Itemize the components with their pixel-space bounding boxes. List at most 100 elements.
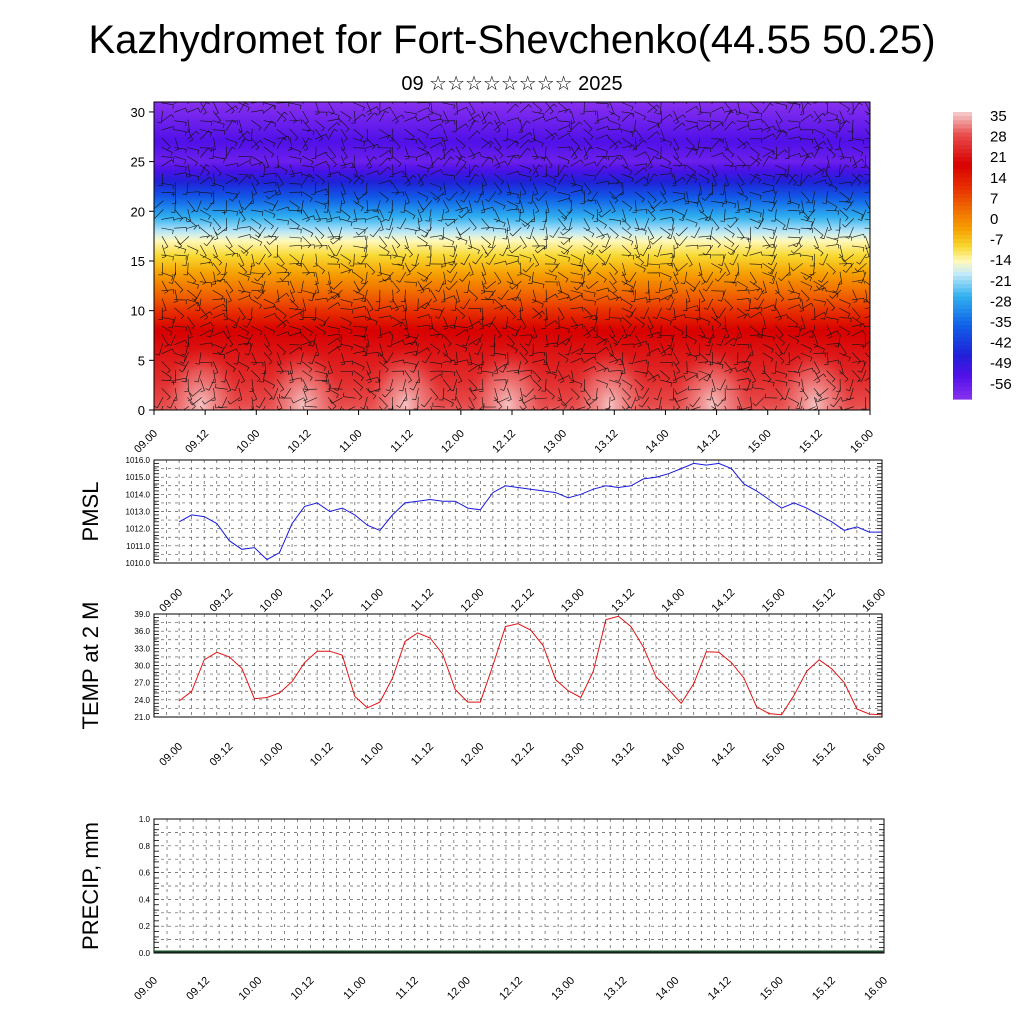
wind-barb (570, 281, 583, 288)
wind-barb (557, 296, 571, 301)
wind-barb (660, 113, 673, 122)
wind-barb (366, 102, 372, 115)
wind-barb (711, 236, 721, 248)
wind-barb (749, 271, 757, 285)
wind-barb (276, 281, 289, 286)
wind-barb (570, 182, 583, 191)
wind-barb (212, 120, 225, 129)
wind-barb (864, 377, 870, 382)
colorbar-swatch (953, 308, 972, 314)
wind-barb (698, 173, 710, 184)
wind-barb (429, 235, 443, 240)
wind-barb (497, 289, 509, 301)
wind-barb (698, 164, 710, 175)
wind-barb (254, 271, 266, 282)
wind-barb (174, 165, 187, 172)
wind-barb (238, 361, 250, 372)
wind-barb (289, 244, 302, 250)
wind-barb (506, 182, 512, 196)
wind-barb (263, 313, 277, 319)
wind-barb (493, 260, 507, 266)
wind-barb (276, 307, 287, 319)
wind-barb (238, 226, 251, 231)
wind-barb (749, 325, 760, 337)
wind-barb (276, 182, 281, 196)
wind-barb (583, 299, 596, 306)
wind-barb (762, 155, 773, 167)
wind-barb (724, 102, 733, 115)
wind-barb (519, 104, 532, 113)
wind-barb (826, 118, 840, 124)
wind-barb (685, 374, 699, 381)
wind-barb (417, 115, 431, 122)
wind-barb (598, 209, 612, 218)
wind-barb (288, 361, 293, 375)
wind-barb (723, 109, 737, 114)
wind-barb (289, 119, 302, 124)
wind-barb (543, 352, 548, 365)
wind-barb (365, 215, 380, 220)
wind-barb (519, 200, 525, 214)
wind-barb (808, 191, 816, 204)
precip-x-tick-label: 15.00 (758, 975, 786, 1003)
wind-barb (443, 128, 448, 142)
wind-barb (660, 263, 673, 268)
wind-barb (736, 120, 750, 127)
pmsl-x-tick-label: 14.00 (659, 587, 687, 615)
wind-barb (225, 379, 232, 393)
wind-barb (506, 296, 520, 301)
wind-barb (742, 361, 752, 373)
wind-barb (187, 155, 198, 167)
wind-barb (238, 102, 250, 112)
wind-barb (639, 388, 650, 399)
wind-barb (787, 227, 801, 234)
wind-barb (238, 102, 249, 114)
wind-barb (799, 379, 805, 392)
wind-barb (404, 361, 417, 369)
wind-barb (667, 334, 675, 347)
wind-barb (174, 209, 184, 222)
wind-barb (378, 406, 383, 410)
wind-barb (762, 236, 771, 249)
wind-barb (184, 334, 190, 347)
wind-barb (736, 289, 750, 294)
colorbar-swatch (953, 194, 972, 199)
wind-barb (455, 155, 466, 167)
wind-barb (723, 245, 736, 256)
colorbar-swatch (953, 276, 972, 281)
wind-barb (189, 397, 202, 406)
wind-barb (851, 344, 865, 350)
pmsl-x-tick-label: 10.00 (258, 587, 286, 615)
wind-barb (187, 302, 200, 310)
wind-barb (557, 338, 571, 346)
wind-barb (155, 343, 164, 356)
wind-barb (685, 352, 698, 362)
wind-barb (289, 128, 299, 141)
wind-barb (302, 173, 313, 185)
colorbar-swatch (953, 271, 972, 277)
wind-barb (723, 281, 737, 287)
heatmap-x-tick-label: 14.12 (695, 428, 723, 456)
wind-barb (340, 254, 352, 265)
wind-barb (609, 156, 621, 167)
wind-barb (634, 387, 640, 402)
wind-barb (736, 102, 741, 115)
colorbar-swatch (953, 148, 972, 154)
wind-barb (481, 244, 489, 258)
wind-barb (396, 218, 407, 230)
wind-barb (468, 173, 479, 185)
temp-x-tick-label: 10.00 (258, 741, 286, 769)
pmsl-y-axis-title: PMSL (78, 482, 103, 542)
wind-barb (583, 236, 594, 248)
wind-barb (443, 343, 448, 357)
wind-barb (502, 316, 509, 329)
wind-barb (276, 319, 290, 328)
precip-grid (154, 819, 884, 953)
wind-barb (749, 370, 757, 384)
wind-barb (572, 406, 586, 410)
wind-barb (752, 383, 765, 390)
wind-barb (770, 209, 777, 222)
temp-x-tick-label: 13.00 (559, 741, 587, 769)
wind-barb (199, 130, 212, 140)
wind-barb (583, 262, 592, 276)
